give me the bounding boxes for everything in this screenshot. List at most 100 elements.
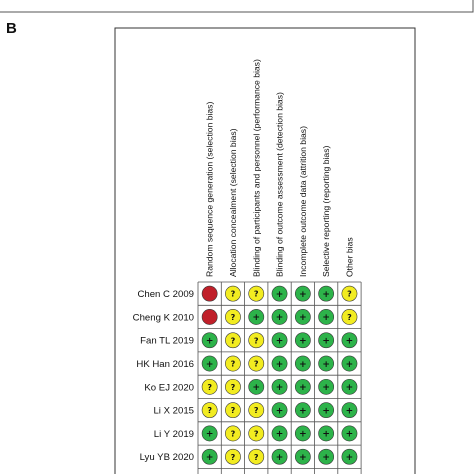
unclear-risk-symbol: ?	[347, 313, 352, 322]
low-risk-symbol: +	[299, 360, 307, 370]
low-risk-circle	[341, 332, 358, 349]
domain-label-allocation-concealment-selection-bias: Allocation concealment (selection bias)	[228, 128, 238, 277]
unclear-risk-circle	[225, 355, 241, 372]
low-risk-mark: +	[271, 355, 288, 372]
unclear-risk-mark: ?	[225, 425, 241, 442]
low-risk-mark: +	[294, 425, 311, 442]
unclear-risk-circle	[248, 425, 265, 442]
unclear-risk-symbol: ?	[231, 336, 236, 345]
low-risk-mark: +	[318, 402, 335, 419]
low-risk-symbol: +	[346, 453, 354, 463]
unclear-risk-circle	[248, 355, 265, 372]
domain-label-blinding-of-outcome-assessment-detection: Blinding of outcome assessment (detectio…	[275, 92, 285, 277]
low-risk-circle	[318, 332, 335, 349]
low-risk-circle	[318, 378, 335, 395]
low-risk-circle	[294, 402, 311, 419]
low-risk-symbol: +	[322, 313, 330, 323]
study-label-li-x-2015: Li X 2015	[153, 406, 194, 417]
low-risk-mark: +	[271, 332, 288, 349]
unclear-risk-mark: ?	[248, 332, 265, 349]
low-risk-circle	[271, 309, 288, 325]
domain-label-incomplete-outcome-data-attrition-bias: Incomplete outcome data (attrition bias)	[298, 126, 308, 277]
unclear-risk-circle	[225, 448, 241, 465]
panel-label: B	[6, 20, 17, 37]
low-risk-mark: +	[318, 355, 335, 372]
low-risk-symbol: +	[299, 290, 307, 300]
low-risk-mark: +	[271, 378, 288, 395]
unclear-risk-symbol: ?	[231, 453, 236, 462]
unclear-risk-circle	[225, 332, 241, 349]
low-risk-symbol: +	[252, 313, 260, 323]
low-risk-symbol: +	[206, 360, 214, 370]
low-risk-mark: +	[318, 448, 335, 465]
unclear-risk-symbol: ?	[231, 406, 236, 415]
low-risk-circle	[318, 309, 335, 325]
low-risk-symbol: +	[276, 453, 284, 463]
low-risk-circle	[294, 355, 311, 372]
unclear-risk-mark: ?	[248, 285, 265, 302]
high-risk-mark	[201, 309, 218, 325]
low-risk-mark: +	[294, 378, 311, 395]
unclear-risk-symbol: ?	[347, 290, 352, 299]
low-risk-circle	[271, 402, 288, 419]
low-risk-symbol: +	[346, 406, 354, 416]
low-risk-mark: +	[271, 309, 288, 325]
low-risk-mark: +	[294, 332, 311, 349]
low-risk-mark: +	[318, 378, 335, 395]
low-risk-symbol: +	[276, 336, 284, 346]
unclear-risk-mark: ?	[225, 402, 241, 419]
low-risk-symbol: +	[206, 430, 214, 440]
low-risk-symbol: +	[346, 383, 354, 393]
low-risk-mark: +	[318, 425, 335, 442]
low-risk-symbol: +	[276, 383, 284, 393]
low-risk-symbol: +	[252, 383, 260, 393]
domain-labels: Random sequence generation (selection bi…	[205, 59, 355, 277]
low-risk-symbol: +	[322, 360, 330, 370]
low-risk-mark: +	[271, 285, 288, 302]
unclear-risk-mark: ?	[248, 425, 265, 442]
low-risk-mark: +	[341, 448, 358, 465]
unclear-risk-mark: ?	[225, 448, 241, 465]
low-risk-symbol: +	[346, 360, 354, 370]
unclear-risk-symbol: ?	[231, 290, 236, 299]
unclear-risk-circle	[248, 285, 265, 302]
low-risk-mark: +	[248, 309, 265, 325]
low-risk-circle	[271, 332, 288, 349]
low-risk-circle	[294, 309, 311, 325]
low-risk-symbol: +	[206, 336, 214, 346]
judgement-grid	[197, 281, 362, 474]
unclear-risk-symbol: ?	[207, 406, 212, 415]
unclear-risk-circle	[225, 425, 241, 442]
low-risk-symbol: +	[299, 430, 307, 440]
low-risk-mark: +	[341, 355, 358, 372]
study-label-li-y-2019: Li Y 2019	[154, 429, 194, 440]
low-risk-circle	[341, 425, 358, 442]
low-risk-mark: +	[201, 448, 218, 465]
unclear-risk-circle	[225, 285, 241, 302]
low-risk-mark: +	[201, 355, 218, 372]
unclear-risk-circle	[201, 378, 218, 395]
low-risk-circle	[294, 285, 311, 302]
unclear-risk-mark: ?	[341, 285, 358, 302]
unclear-risk-mark: ?	[225, 355, 241, 372]
low-risk-circle	[318, 402, 335, 419]
unclear-risk-circle	[201, 402, 218, 419]
domain-label-random-sequence-generation-selection-bia: Random sequence generation (selection bi…	[205, 102, 215, 277]
low-risk-circle	[294, 425, 311, 442]
unclear-risk-symbol: ?	[254, 453, 259, 462]
study-label-fan-tl-2019: Fan TL 2019	[140, 336, 194, 347]
study-labels: Chen C 2009 Cheng K 2010 Fan TL 2019 HK Han…	[133, 289, 194, 463]
low-risk-circle	[341, 402, 358, 419]
unclear-risk-symbol: ?	[231, 360, 236, 369]
low-risk-circle	[271, 285, 288, 302]
unclear-risk-mark: ?	[248, 448, 265, 465]
low-risk-circle	[271, 448, 288, 465]
unclear-risk-circle	[341, 285, 358, 302]
unclear-risk-mark: ?	[248, 402, 265, 419]
figure-frame	[114, 27, 416, 474]
unclear-risk-circle	[248, 332, 265, 349]
low-risk-symbol: +	[276, 430, 284, 440]
low-risk-symbol: +	[299, 313, 307, 323]
low-risk-symbol: +	[206, 453, 214, 463]
